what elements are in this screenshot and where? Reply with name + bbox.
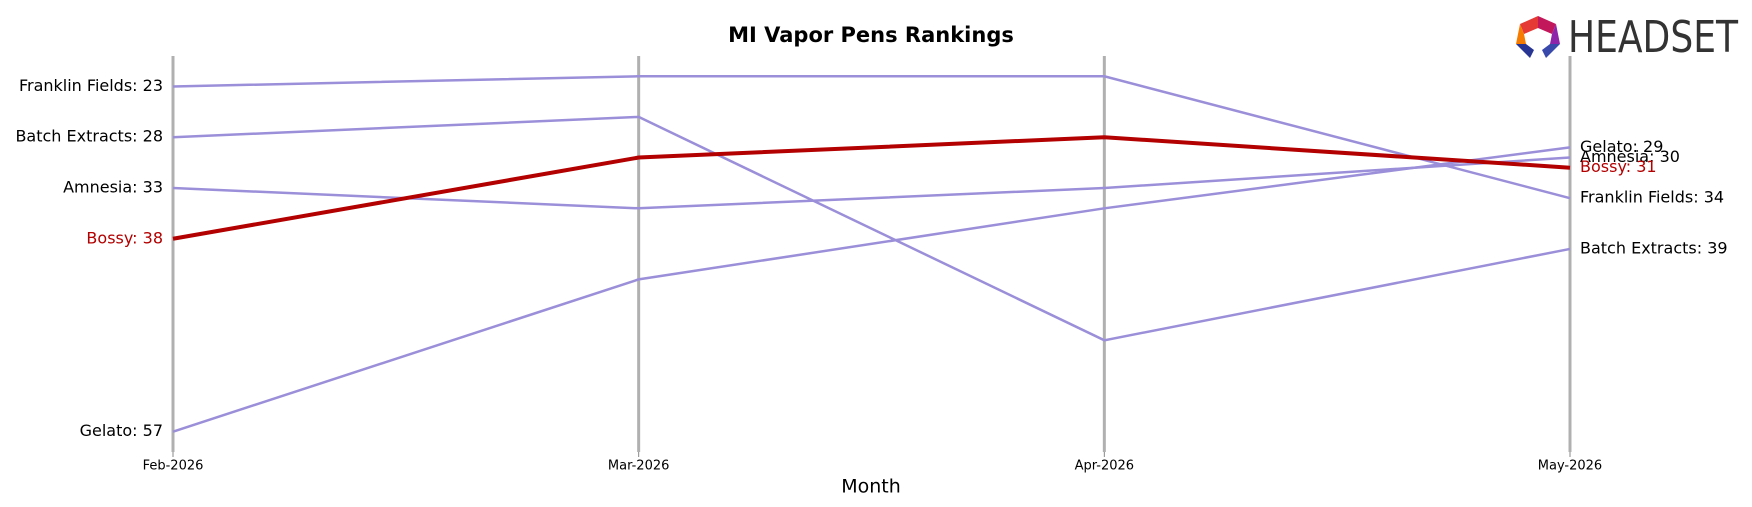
logo: HEADSET [1516, 12, 1739, 63]
chart-title: MI Vapor Pens Rankings [728, 23, 1014, 47]
start-label: Batch Extracts: 28 [15, 127, 163, 146]
end-label: Franklin Fields: 34 [1580, 188, 1724, 207]
x-tick-label: Apr-2026 [1075, 459, 1134, 474]
series-line [172, 146, 1571, 433]
logo-piece [1520, 16, 1538, 34]
start-label: Gelato: 57 [80, 421, 163, 440]
logo-text: HEADSET [1568, 12, 1739, 63]
end-label: Batch Extracts: 39 [1580, 238, 1728, 257]
start-label: Amnesia: 33 [63, 178, 163, 197]
x-tick-label: May-2026 [1538, 459, 1602, 474]
series-line [172, 135, 1571, 241]
series-line [172, 75, 1571, 200]
start-label: Bossy: 38 [86, 228, 163, 247]
logo-piece [1516, 44, 1534, 58]
x-tick-label: Mar-2026 [608, 459, 669, 474]
end-label: Bossy: 31 [1580, 157, 1657, 176]
end-label: Gelato: 29 [1580, 137, 1663, 156]
logo-piece [1538, 16, 1556, 34]
series-line [172, 115, 1571, 342]
end-label: Amnesia: 30 [1580, 147, 1680, 166]
logo-piece [1550, 24, 1560, 44]
logo-piece [1516, 24, 1526, 44]
logo-piece [1542, 44, 1560, 58]
start-label: Franklin Fields: 23 [19, 76, 163, 95]
x-axis-label: Month [841, 476, 901, 498]
x-tick-label: Feb-2026 [143, 459, 204, 474]
